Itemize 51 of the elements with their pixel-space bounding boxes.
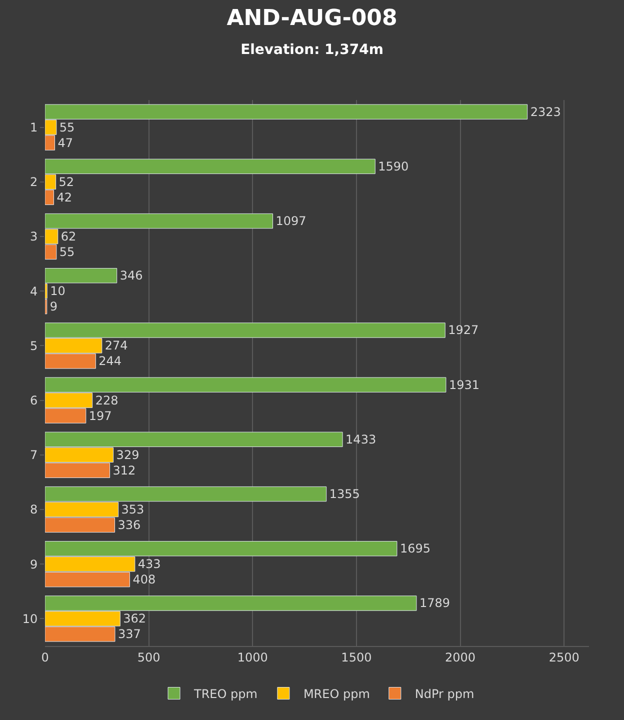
data-label: 312 <box>112 463 136 478</box>
y-tick-label: 5 <box>30 338 38 353</box>
data-label: 1789 <box>419 596 450 610</box>
x-tick-label: 500 <box>137 650 160 664</box>
data-label: 52 <box>58 174 74 189</box>
data-label: 433 <box>138 557 161 572</box>
data-label: 10 <box>50 284 66 298</box>
data-label: 1355 <box>329 487 360 502</box>
y-tick-label: 1 <box>30 120 38 134</box>
y-tick-label: 3 <box>30 230 38 244</box>
data-label: 346 <box>120 268 143 283</box>
data-label: 1590 <box>378 159 409 174</box>
data-label: 353 <box>121 502 144 516</box>
data-label: 408 <box>132 572 156 587</box>
data-label: 362 <box>123 612 146 626</box>
data-label: 47 <box>58 136 74 150</box>
chart-title: AND-AUG-008 <box>226 6 398 32</box>
data-label: 336 <box>118 518 141 532</box>
data-label: 337 <box>118 627 141 642</box>
data-label: 1927 <box>448 323 479 338</box>
data-label: 228 <box>95 393 118 408</box>
legend-label: MREO ppm <box>303 686 370 701</box>
data-label: 2323 <box>530 104 561 119</box>
data-label: 329 <box>116 448 140 462</box>
data-label: 9 <box>50 300 58 314</box>
y-tick-label: 7 <box>30 448 38 462</box>
y-tick-label: 6 <box>30 394 38 408</box>
y-tick-label: 10 <box>22 612 38 626</box>
x-tick-label: 1000 <box>237 650 268 664</box>
y-tick-label: 4 <box>30 284 38 298</box>
legend-label: NdPr ppm <box>414 686 474 701</box>
data-label: 55 <box>59 244 75 259</box>
data-label: 1433 <box>346 432 376 446</box>
y-tick-label: 9 <box>30 557 38 572</box>
y-tick-label: 2 <box>30 175 38 190</box>
data-label: 274 <box>104 338 128 353</box>
data-label: 62 <box>60 230 76 244</box>
data-label: 42 <box>56 190 72 204</box>
data-label: 1695 <box>400 542 430 556</box>
data-label: 197 <box>88 408 112 423</box>
data-label: 55 <box>59 120 75 134</box>
x-tick-label: 1500 <box>341 650 372 664</box>
x-tick-label: 2500 <box>548 650 580 664</box>
chart-subtitle: Elevation: 1,374m <box>240 42 384 58</box>
y-tick-label: 8 <box>30 502 38 517</box>
data-label: 244 <box>98 354 122 368</box>
x-tick-label: 2000 <box>444 650 476 664</box>
data-label: 1097 <box>276 214 306 228</box>
x-tick-label: 0 <box>41 650 49 664</box>
legend-label: TREO ppm <box>193 686 258 701</box>
data-label: 1931 <box>448 378 480 392</box>
